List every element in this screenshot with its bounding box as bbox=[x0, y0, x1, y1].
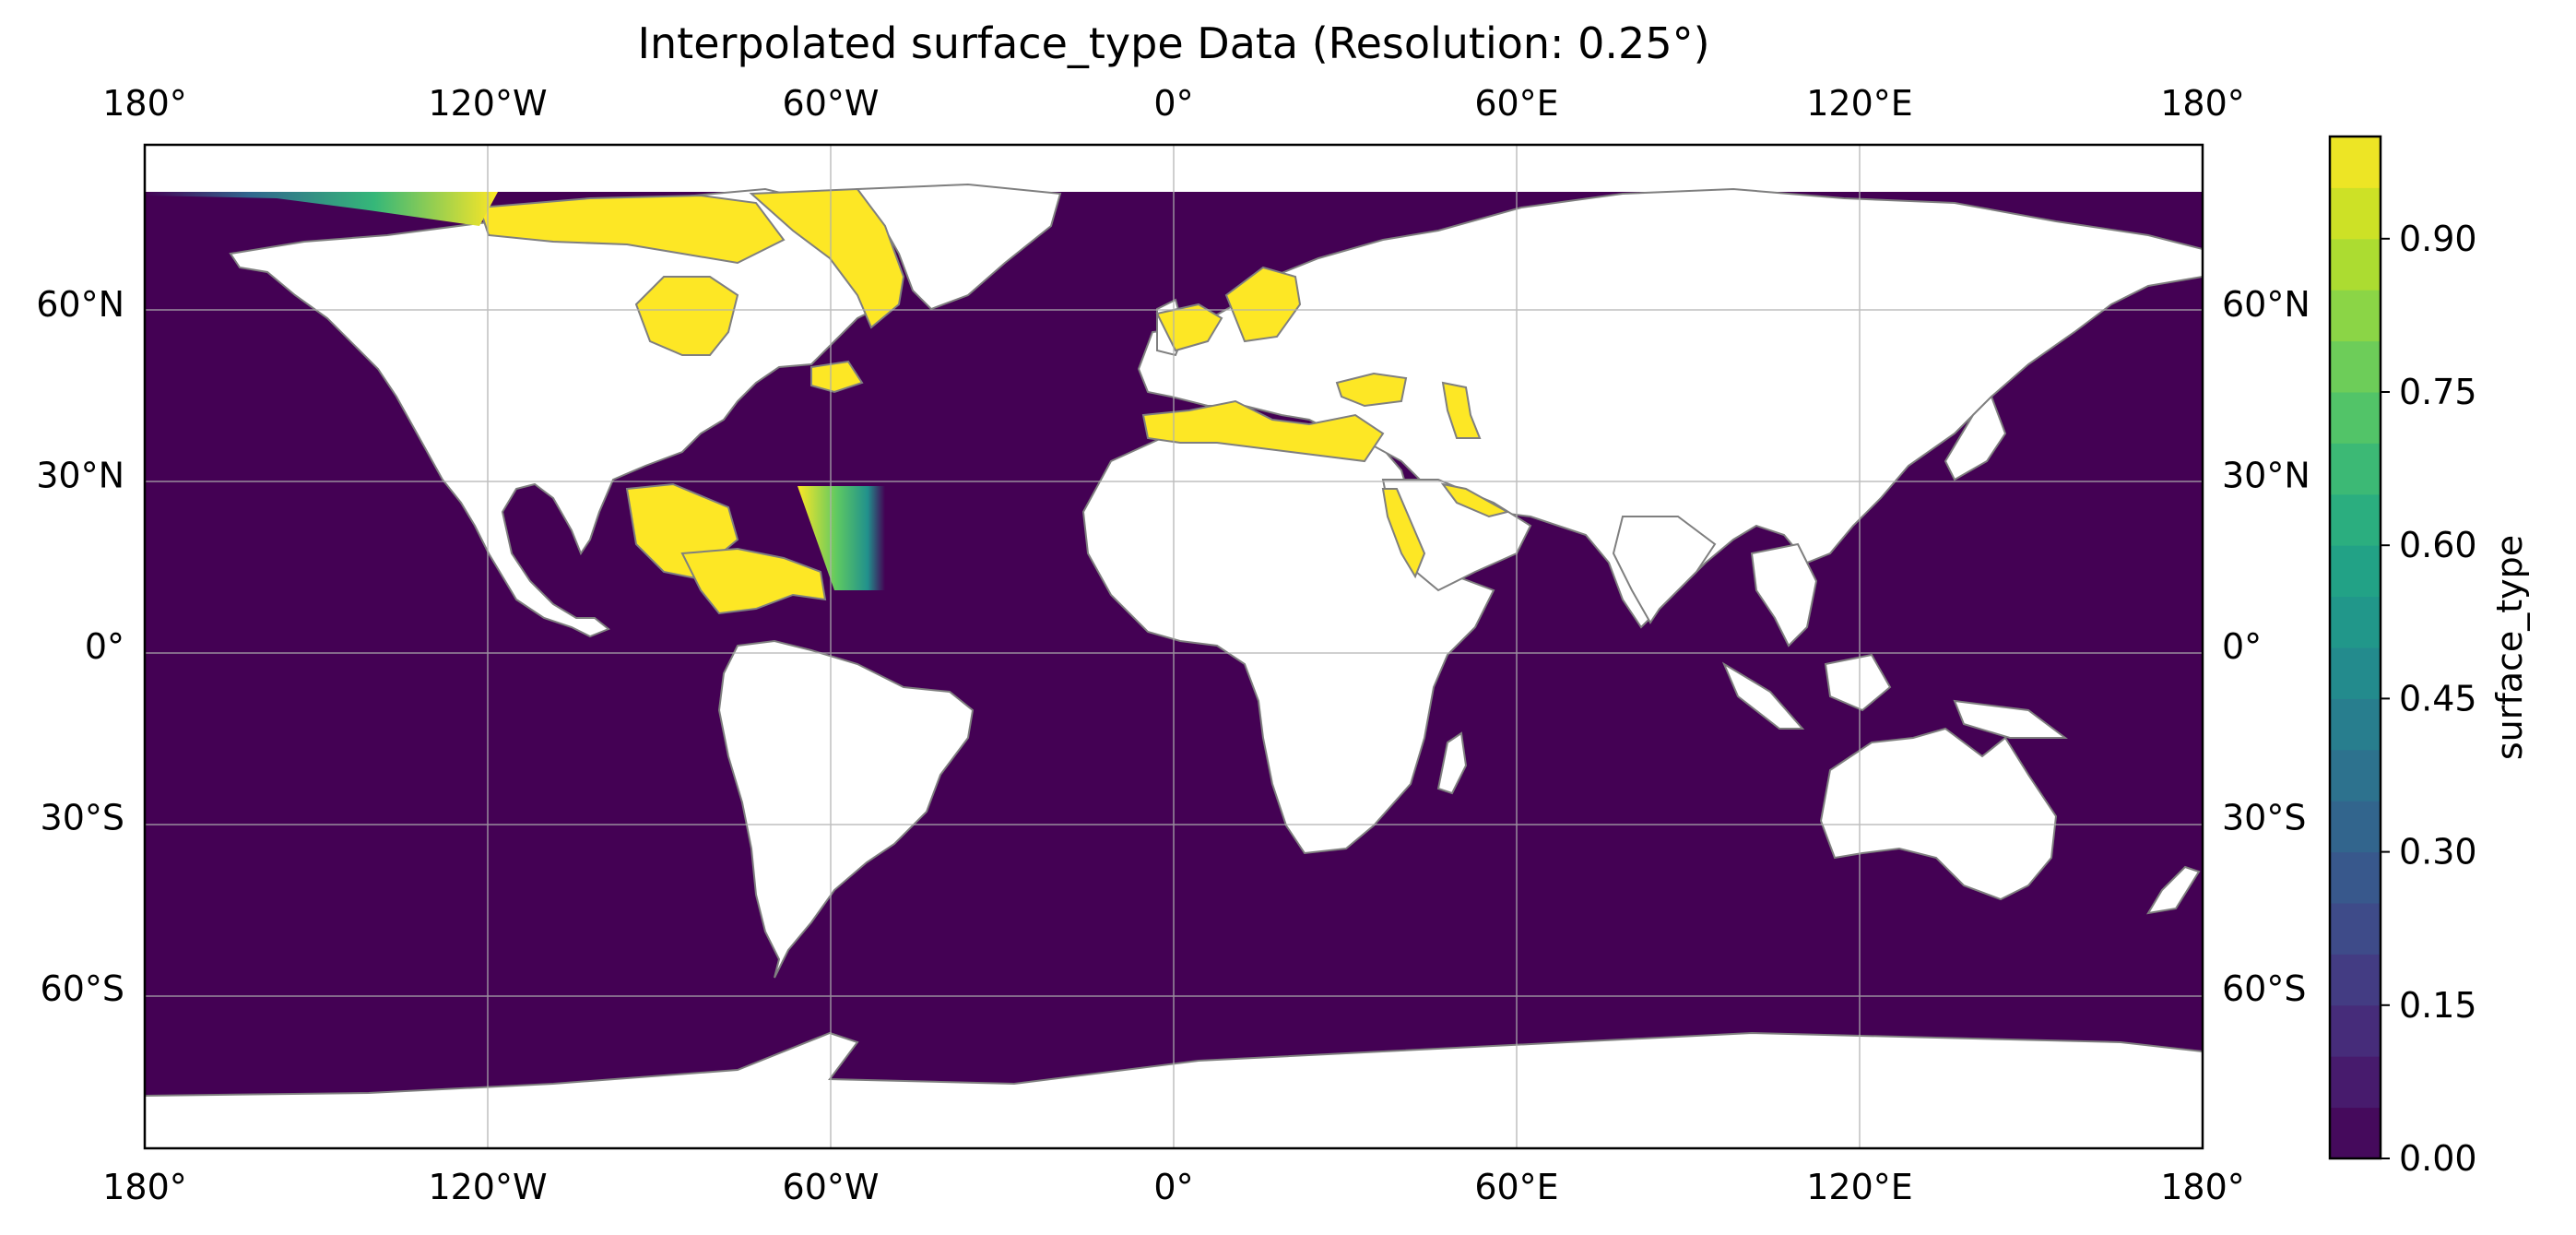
lon-tick-bottom: 60°E bbox=[1474, 1167, 1558, 1207]
colorbar-band bbox=[2330, 137, 2381, 188]
colorbar-band bbox=[2330, 290, 2381, 341]
colorbar-label: surface_type bbox=[2489, 535, 2530, 760]
colorbar-tick-label: 0.30 bbox=[2399, 832, 2477, 873]
lat-tick-left: 0° bbox=[85, 626, 124, 667]
lat-tick-left: 60°N bbox=[36, 284, 124, 325]
colorbar-band bbox=[2330, 647, 2381, 699]
lon-tick-bottom: 120°W bbox=[428, 1167, 547, 1207]
lat-tick-right: 30°N bbox=[2222, 456, 2310, 496]
lon-tick-top: 180° bbox=[102, 83, 187, 124]
colorbar-tick-label: 0.00 bbox=[2399, 1138, 2477, 1179]
colorbar-band bbox=[2330, 954, 2381, 1005]
lon-tick-top: 180° bbox=[2160, 83, 2245, 124]
colorbar-band bbox=[2330, 341, 2381, 393]
lon-tick-top: 60°E bbox=[1474, 83, 1558, 124]
colorbar bbox=[2330, 137, 2381, 1159]
colorbar-band bbox=[2330, 750, 2381, 802]
lon-tick-bottom: 180° bbox=[102, 1167, 187, 1207]
lat-tick-left: 60°S bbox=[41, 968, 124, 1009]
lon-ticks-top: 180° 120°W 60°W 0° 60°E 120°E 180° bbox=[102, 83, 2245, 124]
lat-tick-right: 60°S bbox=[2222, 968, 2306, 1009]
lon-tick-top: 60°W bbox=[783, 83, 880, 124]
lon-tick-top: 120°E bbox=[1806, 83, 1913, 124]
lon-tick-top: 120°W bbox=[428, 83, 547, 124]
colorbar-tick-label: 0.45 bbox=[2399, 678, 2477, 718]
colorbar-ticks: 0.00 0.15 0.30 0.45 0.60 0.75 0.90 bbox=[2381, 219, 2477, 1179]
lat-ticks-right: 60°N 30°N 0° 30°S 60°S bbox=[2222, 284, 2310, 1009]
colorbar-tick-label: 0.75 bbox=[2399, 372, 2477, 412]
colorbar-tick-label: 0.15 bbox=[2399, 985, 2477, 1026]
lon-tick-bottom: 60°W bbox=[783, 1167, 880, 1207]
map-area bbox=[145, 145, 2203, 1148]
lon-ticks-bottom: 180° 120°W 60°W 0° 60°E 120°E 180° bbox=[102, 1167, 2245, 1207]
colorbar-tick-label: 0.90 bbox=[2399, 219, 2477, 259]
lat-tick-right: 30°S bbox=[2222, 797, 2306, 837]
colorbar-band bbox=[2330, 239, 2381, 291]
map-title: Interpolated surface_type Data (Resoluti… bbox=[637, 18, 1709, 68]
colorbar-band bbox=[2330, 698, 2381, 750]
colorbar-band bbox=[2330, 852, 2381, 904]
colorbar-band bbox=[2330, 903, 2381, 955]
colorbar-band bbox=[2330, 1108, 2381, 1159]
lat-tick-left: 30°S bbox=[41, 797, 124, 837]
lon-tick-bottom: 180° bbox=[2160, 1167, 2245, 1207]
lat-tick-right: 60°N bbox=[2222, 284, 2310, 325]
colorbar-band bbox=[2330, 443, 2381, 494]
lon-tick-bottom: 0° bbox=[1153, 1167, 1193, 1207]
lat-tick-left: 30°N bbox=[36, 456, 124, 496]
colorbar-band bbox=[2330, 1056, 2381, 1108]
colorbar-tick-label: 0.60 bbox=[2399, 525, 2477, 565]
colorbar-band bbox=[2330, 1005, 2381, 1057]
colorbar-band bbox=[2330, 597, 2381, 648]
colorbar-band bbox=[2330, 392, 2381, 444]
lon-tick-bottom: 120°E bbox=[1806, 1167, 1913, 1207]
lat-tick-right: 0° bbox=[2222, 626, 2262, 667]
lon-tick-top: 0° bbox=[1153, 83, 1193, 124]
lat-ticks-left: 60°N 30°N 0° 30°S 60°S bbox=[36, 284, 124, 1009]
colorbar-band bbox=[2330, 187, 2381, 239]
colorbar-band bbox=[2330, 545, 2381, 597]
colorbar-band bbox=[2330, 801, 2381, 852]
colorbar-band bbox=[2330, 494, 2381, 546]
